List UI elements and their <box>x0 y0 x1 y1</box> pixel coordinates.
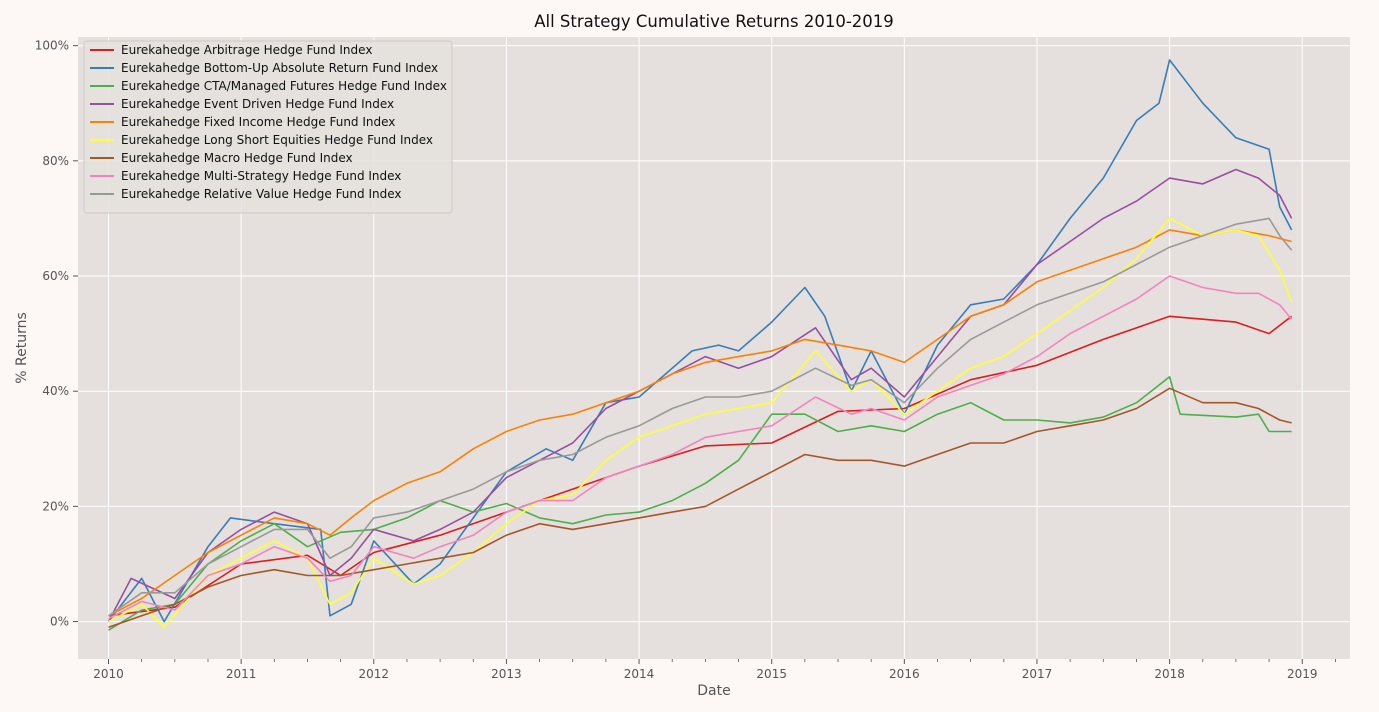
legend-label: Eurekahedge Relative Value Hedge Fund In… <box>121 187 402 201</box>
y-tick-label: 40% <box>42 384 69 398</box>
series-line-4 <box>108 229 1292 617</box>
x-tick-label: 2012 <box>359 667 390 681</box>
chart-title: All Strategy Cumulative Returns 2010-201… <box>534 12 894 31</box>
x-tick-label: 2018 <box>1154 667 1185 681</box>
legend-label: Eurekahedge Macro Hedge Fund Index <box>121 151 353 165</box>
x-tick-label: 2016 <box>889 667 920 681</box>
series-line-6 <box>108 387 1292 629</box>
legend-label: Eurekahedge Bottom-Up Absolute Return Fu… <box>121 61 438 75</box>
x-tick-label: 2019 <box>1287 667 1318 681</box>
series-line-1 <box>107 59 1293 623</box>
y-tick-label: 20% <box>42 499 69 513</box>
x-tick-label: 2013 <box>491 667 522 681</box>
x-tick-label: 2014 <box>624 667 655 681</box>
x-tick-label: 2010 <box>93 667 124 681</box>
x-axis-label: Date <box>697 683 730 699</box>
y-tick-label: 0% <box>50 615 69 629</box>
y-tick-label: 80% <box>42 154 69 168</box>
legend-label: Eurekahedge Multi-Strategy Hedge Fund In… <box>121 169 401 183</box>
series-line-3 <box>107 168 1293 622</box>
y-axis-label: % Returns <box>14 312 30 384</box>
series-line-5 <box>108 217 1293 629</box>
legend-label: Eurekahedge Arbitrage Hedge Fund Index <box>121 43 372 57</box>
legend-label: Eurekahedge Event Driven Hedge Fund Inde… <box>121 97 394 111</box>
series-line-8 <box>108 217 1293 617</box>
series-line-7 <box>108 275 1293 620</box>
x-tick-label: 2017 <box>1022 667 1053 681</box>
axis-ticks: 0% 20% 40% 60% 80% 100% 2010 2011 2012 2013 2014 20… <box>35 39 1336 681</box>
x-tick-label: 2015 <box>756 667 787 681</box>
legend: Eurekahedge Arbitrage Hedge Fund Index Eu… <box>83 40 453 214</box>
series-lines <box>107 59 1293 631</box>
series-line-2 <box>108 375 1292 631</box>
legend-box <box>83 40 453 214</box>
legend-label: Eurekahedge Long Short Equities Hedge Fu… <box>121 133 433 147</box>
legend-label: Eurekahedge CTA/Managed Futures Hedge Fu… <box>121 79 447 93</box>
series-line-0 <box>108 315 1293 617</box>
legend-label: Eurekahedge Fixed Income Hedge Fund Inde… <box>121 115 395 129</box>
y-tick-label: 60% <box>42 269 69 283</box>
x-tick-label: 2011 <box>226 667 257 681</box>
y-tick-label: 100% <box>35 39 69 53</box>
